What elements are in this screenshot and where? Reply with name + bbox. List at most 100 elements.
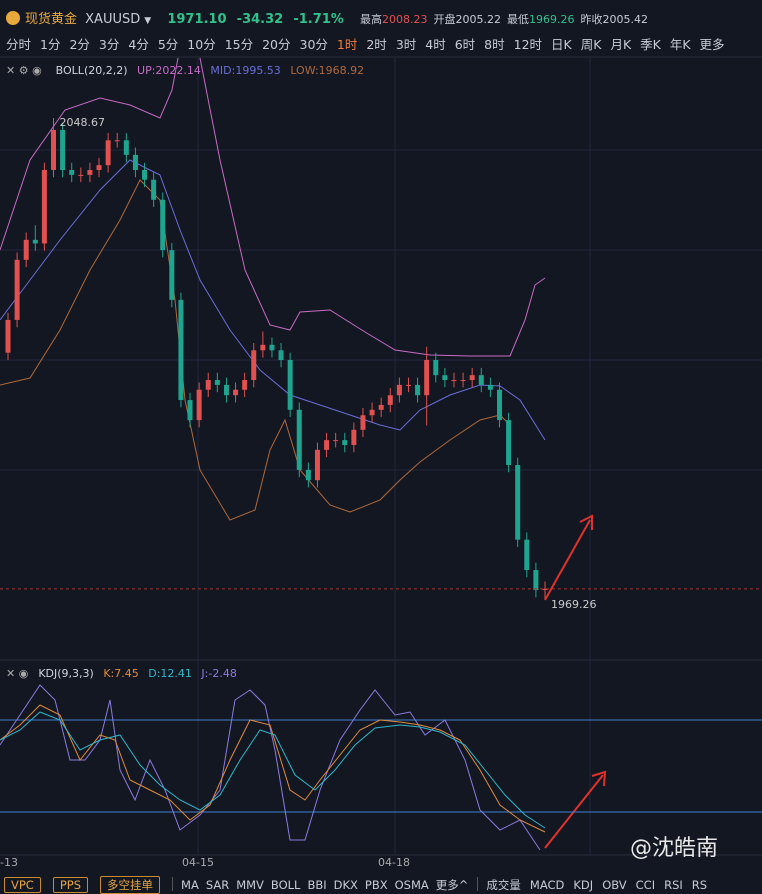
timeframe[interactable]: 3分 [98, 37, 120, 52]
candle-body [114, 140, 120, 142]
high-label: 2048.67 [60, 116, 106, 129]
candle-body [251, 350, 257, 381]
tab-button[interactable]: VPC [4, 877, 41, 893]
timeframe[interactable]: 15分 [224, 37, 254, 52]
timeframe[interactable]: 周K [580, 37, 602, 52]
change: -34.32 [236, 12, 284, 27]
candle-body [187, 400, 193, 421]
candle-body [14, 259, 20, 320]
icon [6, 11, 20, 25]
candles: 2048.67 1969.26 [0, 116, 762, 611]
candle-body [360, 415, 366, 430]
tab[interactable]: 更多^ [435, 878, 469, 892]
candle-body [405, 384, 411, 386]
tab-button[interactable]: 多空挂单 [100, 876, 161, 894]
boll-legend: ✕ ⚙ ◉ BOLL(20,2,2) UP:2022.14 MID:1995.53… [6, 64, 364, 77]
stat-label: 最低 [506, 13, 529, 26]
timeframe[interactable]: 5分 [157, 37, 179, 52]
timeframe[interactable]: 更多 [699, 37, 725, 52]
kdj-legend: ✕ ◉ KDJ(9,3,3) K:7.45 D:12.41 J:-2.48 [6, 667, 237, 680]
stat-value: 2005.42 [602, 13, 648, 26]
timeframe[interactable]: 30分 [299, 37, 328, 52]
tab[interactable]: PBX [364, 878, 388, 892]
candle-body [478, 375, 484, 385]
indicator-name: BOLL(20,2,2) [55, 64, 128, 77]
candle-body [278, 350, 284, 361]
candle-body [151, 179, 157, 200]
candle-body [41, 170, 47, 244]
candle-body [533, 570, 539, 591]
timeframe[interactable]: 10分 [187, 37, 216, 52]
candle-body [442, 375, 448, 381]
candle-body [123, 140, 129, 155]
kdj-j: J:-2.48 [201, 667, 237, 680]
tab[interactable]: BOLL [270, 878, 301, 892]
tab[interactable]: CCI [635, 878, 656, 892]
tab[interactable]: SAR [205, 878, 230, 892]
tab[interactable]: MA [181, 878, 199, 892]
tab[interactable]: OSMA [394, 878, 429, 892]
candle-body [396, 384, 402, 396]
candle-body [324, 440, 330, 450]
stat-label: 昨收 [580, 13, 603, 26]
watermark: @沈皓南 [630, 836, 718, 861]
indicator-name: KDJ(9,3,3) [38, 667, 94, 680]
timeframe[interactable]: 6时 [454, 37, 476, 52]
timeframe[interactable]: 2时 [366, 37, 387, 52]
candle-body [460, 380, 466, 382]
candle-body [32, 239, 38, 244]
date-label: -13 [0, 856, 18, 869]
timeframe[interactable]: 4分 [128, 37, 149, 52]
close-icon[interactable]: ✕ ◉ [6, 667, 29, 680]
candle-body [142, 170, 148, 180]
candle-body [78, 174, 84, 176]
timeframe[interactable]: 季K [640, 37, 661, 52]
timeframe[interactable]: 8时 [484, 37, 505, 52]
tab-button[interactable]: PPS [52, 877, 89, 893]
tab[interactable]: MMV [236, 878, 264, 892]
timeframe[interactable]: 年K [669, 37, 691, 52]
tab[interactable]: OBV [602, 878, 627, 892]
timeframe[interactable]: 月K [610, 37, 632, 52]
timeframe[interactable]: 20分 [262, 37, 291, 52]
candle-body [132, 154, 138, 171]
tab[interactable]: KDJ [573, 878, 594, 892]
candle-body [415, 384, 421, 396]
candle-body [96, 165, 102, 171]
tab[interactable]: DKX [333, 878, 358, 892]
candle-body [369, 409, 375, 416]
stat-label: 最高 [359, 13, 382, 26]
timeframe[interactable]: 1分 [40, 37, 61, 52]
timeframe[interactable]: 2分 [69, 37, 90, 52]
tab[interactable]: MACD [529, 878, 565, 892]
kdj-k: K:7.45 [103, 667, 139, 680]
stat-value: 2008.23 [381, 13, 428, 26]
candle-body [524, 539, 530, 571]
timeframe[interactable]: 分时 [6, 37, 32, 52]
candle-body [333, 440, 339, 442]
candle-body [296, 409, 302, 470]
timeframe[interactable]: 3时 [395, 37, 417, 52]
candle-body [515, 465, 521, 540]
stat-value: 1969.26 [528, 13, 575, 26]
header: 现货黄金 XAUUSD ▼ 1971.10 -34.32 -1.71% 最高200… [6, 8, 648, 27]
tab[interactable]: 成交量 [486, 878, 521, 892]
candle-body [205, 380, 211, 390]
tab[interactable]: RS [691, 878, 708, 892]
symbol[interactable]: XAUUSD [85, 12, 141, 27]
candle-body [160, 199, 166, 251]
timeframe[interactable]: 4时 [425, 37, 446, 52]
dropdown[interactable]: ▼ [144, 16, 152, 26]
tab[interactable]: RSI [664, 878, 683, 892]
timeframe[interactable]: 12时 [513, 37, 543, 52]
close-icon[interactable]: ✕ ⚙ ◉ [6, 64, 42, 77]
candle-body [223, 384, 229, 396]
timeframe[interactable]: 1时 [336, 37, 358, 52]
timeframe[interactable]: 日K [551, 37, 572, 52]
tab[interactable]: BBI [307, 878, 327, 892]
change-pct: -1.71% [293, 12, 344, 27]
timeframes: 分时 1分 2分 3分 4分 5分 10分 15分 20分 30分 1时 2时 3时 4时 6时 8时 12时日… [6, 34, 734, 53]
arrow [544, 514, 607, 849]
boll-mid: MID:1995.53 [210, 64, 281, 77]
